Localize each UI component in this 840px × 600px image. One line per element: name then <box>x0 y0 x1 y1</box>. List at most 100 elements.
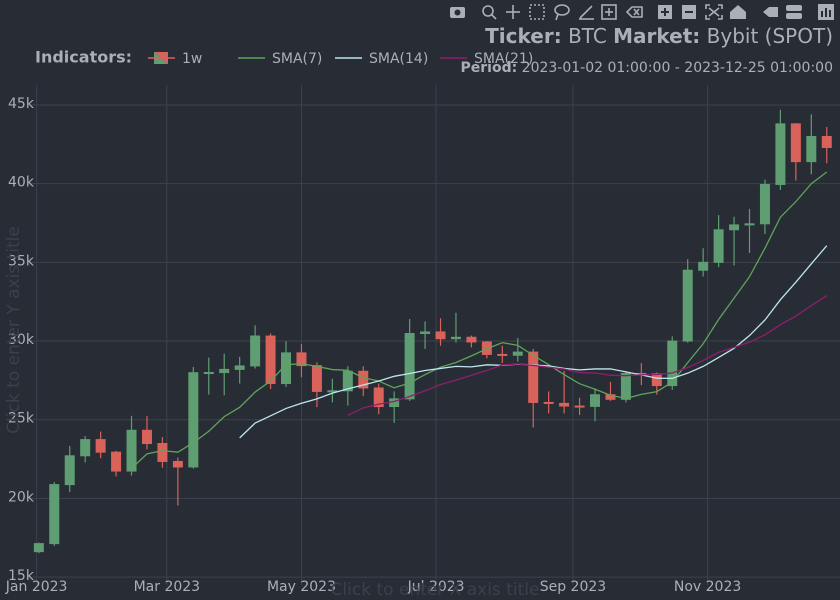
sma-line <box>347 295 828 416</box>
plot-area: 15k 20k 25k 30k 35k 40k 45k Jan 2023 Mar 2023 May… <box>5 85 840 595</box>
zoom-in-button[interactable] <box>658 5 672 19</box>
box-select-button[interactable] <box>529 4 545 20</box>
candle-body <box>790 123 801 163</box>
subtitle-value: 2023-01-02 01:00:00 - 2023-12-25 01:00:0… <box>522 60 833 76</box>
candle-body <box>651 373 662 387</box>
candle-body <box>281 352 292 385</box>
legend-item[interactable]: 1w <box>148 51 202 67</box>
candle-body <box>33 543 44 553</box>
chart-subtitle: Period: 2023-01-02 01:00:00 - 2023-12-25… <box>461 60 834 76</box>
candle-body <box>157 443 168 462</box>
x-tick-label: Mar 2023 <box>134 579 201 595</box>
draw-line-button[interactable] <box>579 5 594 20</box>
candle-body <box>450 336 461 340</box>
sma-line <box>131 171 828 469</box>
erase-button[interactable] <box>625 6 643 18</box>
y-tick-label: 45k <box>8 96 35 112</box>
candle-body <box>806 135 817 163</box>
y-tick-label: 15k <box>8 568 35 584</box>
title-value: Bybit (SPOT) <box>707 24 833 48</box>
candle-body <box>713 229 724 263</box>
plotly-logo[interactable] <box>818 4 834 20</box>
zoom-button[interactable] <box>482 5 497 20</box>
candle-body <box>528 351 539 403</box>
zoom-out-button[interactable] <box>682 5 696 19</box>
candle-body <box>404 333 415 400</box>
candle-body <box>80 439 91 457</box>
candle-body <box>234 365 245 370</box>
candle-body <box>358 370 369 389</box>
candle-body <box>682 269 693 342</box>
candle-body <box>729 224 740 231</box>
candle-body <box>497 353 508 356</box>
y-tick-label: 40k <box>8 175 35 191</box>
legend-item[interactable]: SMA(14) <box>335 51 428 67</box>
y-tick-label: 35k <box>8 253 35 269</box>
subtitle-label: Period: <box>461 60 518 76</box>
legend: 1w SMA(7) SMA(14) SMA(21) <box>148 51 533 67</box>
candle-body <box>126 429 137 472</box>
legend-label: SMA(14) <box>369 51 428 67</box>
legend-label: SMA(7) <box>272 51 322 67</box>
candle-body <box>620 372 631 400</box>
x-tick-label: Sep 2023 <box>540 579 606 595</box>
legend-item[interactable]: SMA(7) <box>238 51 322 67</box>
candle-body <box>95 439 106 453</box>
candle-body <box>543 401 554 404</box>
title-label: Ticker: <box>485 24 562 48</box>
x-tick-label: Nov 2023 <box>674 579 741 595</box>
chart-title: Ticker: BTC Market: Bybit (SPOT) <box>485 24 833 48</box>
y-tick-label: 20k <box>8 489 35 505</box>
toolbar <box>450 4 834 21</box>
candle-body <box>744 223 755 226</box>
camera-button[interactable] <box>450 7 465 18</box>
lasso-button[interactable] <box>554 4 570 21</box>
candle-body <box>373 387 384 408</box>
x-tick-label: Jul 2023 <box>407 579 465 595</box>
candle-body <box>203 372 214 375</box>
title-label: Market: <box>613 24 700 48</box>
candle-body <box>188 372 199 468</box>
reset-axes-button[interactable] <box>730 5 746 19</box>
draw-rect-button[interactable] <box>601 4 617 20</box>
y-tick-label: 25k <box>8 411 35 427</box>
candle-body <box>512 351 523 356</box>
candle-body <box>559 402 570 407</box>
candle-body <box>775 123 786 185</box>
autoscale-button[interactable] <box>705 4 723 20</box>
legend-title: Indicators: <box>35 48 132 67</box>
candle-body <box>111 451 122 472</box>
candle-body <box>49 484 60 545</box>
title-value: BTC <box>568 24 607 48</box>
candle-body <box>296 352 307 367</box>
legend-item[interactable]: SMA(21) <box>440 51 533 67</box>
candle-body <box>667 340 678 387</box>
hover-button[interactable] <box>786 5 802 19</box>
candle-body <box>435 331 446 340</box>
pan-button[interactable] <box>506 5 520 19</box>
x-tick-label: May 2023 <box>267 579 336 595</box>
candle-body <box>821 135 832 148</box>
candle-body <box>342 370 353 392</box>
candle-body <box>311 365 322 392</box>
candle-body <box>141 429 152 445</box>
candle-body <box>265 335 276 385</box>
candle-body <box>698 261 709 271</box>
candle-body <box>420 331 431 335</box>
candle-body <box>466 336 477 343</box>
candle-body <box>219 368 230 374</box>
y-axis-title[interactable]: Click to enter Y axis title <box>4 226 24 434</box>
candle-body <box>590 394 601 407</box>
candle-body <box>172 460 183 468</box>
x-tick-label: Jan 2023 <box>5 579 68 595</box>
spike-lines-button[interactable] <box>763 7 778 17</box>
candle-body <box>250 335 261 367</box>
x-axis-title[interactable]: Click to enter X axis title <box>331 580 540 600</box>
candle-body <box>64 455 75 486</box>
legend-label: 1w <box>182 51 202 67</box>
y-tick-label: 30k <box>8 332 35 348</box>
candle-body <box>574 405 585 408</box>
legend-label: SMA(21) <box>474 51 533 67</box>
